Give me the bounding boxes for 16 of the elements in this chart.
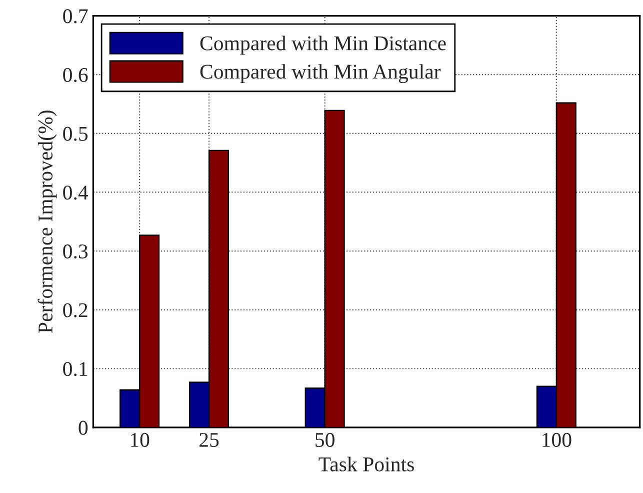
x-tick-label: 100 <box>542 432 572 447</box>
legend-label: Compared with Min Angular <box>200 64 441 84</box>
x-tick-label: 25 <box>200 432 219 447</box>
y-tick-label: 0.6 <box>63 68 88 82</box>
y-tick-label: 0.5 <box>63 126 88 141</box>
x-axis-title: Task Points <box>318 456 414 472</box>
y-tick-label: 0.1 <box>63 362 88 376</box>
x-tick-label: 10 <box>130 432 150 447</box>
y-tick-label: 0.7 <box>63 9 88 24</box>
y-tick-label: 0.4 <box>63 186 88 200</box>
legend-label: Compared with Min Distance <box>200 36 446 55</box>
y-axis-title: Performence Improved(%) <box>38 110 57 333</box>
y-tick-label: 0.2 <box>63 303 88 318</box>
y-tick-label: 0.3 <box>63 244 88 259</box>
x-tick-label: 50 <box>316 432 334 447</box>
y-tick-label: 0 <box>78 420 88 435</box>
